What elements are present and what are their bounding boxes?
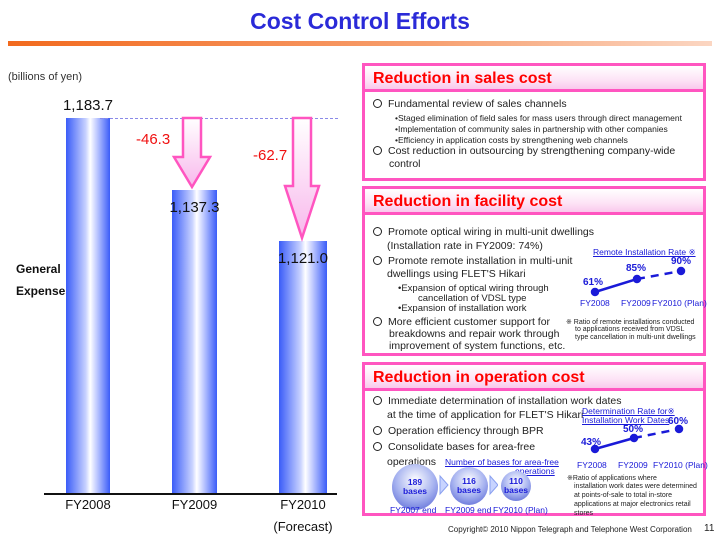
bases-year-label: FY2010 (Plan) — [493, 505, 548, 515]
operation-item: Operation efficiency through BPR — [373, 425, 544, 437]
circle-bullet-icon — [373, 99, 382, 108]
year-label: FY2009 — [621, 298, 651, 308]
sales-item: Cost reduction in outsourcing by strengt… — [373, 145, 675, 157]
footnote: type cancellation in multi-unit dwelling… — [575, 334, 696, 341]
rate-label: 60% — [668, 416, 689, 427]
bases-circle: 110 bases — [501, 471, 531, 501]
x-tick-label: FY2010 — [280, 497, 326, 512]
year-label: FY2009 — [618, 460, 648, 470]
bases-circle: 189 bases — [392, 464, 438, 510]
facility-item: Promote remote installation in multi-uni… — [373, 255, 572, 267]
determination-rate-title: Installation Work Dates — [582, 415, 670, 425]
footnote: at points-of-sale to total in-store — [574, 492, 673, 499]
facility-subitem: •Expansion of optical wiring through — [398, 283, 549, 294]
footnote: installation work dates were determined — [574, 483, 697, 490]
bases-year-label: FY2007 end — [390, 505, 437, 515]
sales-subitem: •Efficiency in application costs by stre… — [395, 135, 628, 145]
year-label: FY2010 (Plan) — [653, 460, 708, 470]
facility-item-cont: (Installation rate in FY2009: 74%) — [387, 240, 543, 252]
footnote: ※ Ratio of remote installations conducte… — [566, 319, 695, 326]
x-axis — [44, 493, 337, 495]
sales-subitem: •Staged elimination of field sales for m… — [395, 113, 682, 123]
determination-rate-title: Determination Rate for※ — [582, 406, 675, 416]
bar-FY2009 — [172, 190, 217, 494]
year-label: FY2008 — [580, 298, 610, 308]
facility-subitem: •Expansion of installation work — [398, 303, 527, 314]
bar-value-label: 1,121.0 — [277, 250, 329, 267]
title-rule — [8, 41, 712, 46]
x-tick-label: FY2009 — [171, 497, 218, 512]
bases-title: Number of bases for area-free — [445, 457, 559, 467]
expenses-label: Expenses — [16, 284, 73, 298]
circle-bullet-icon — [373, 426, 382, 435]
footnote: applications at major electronics retail — [574, 501, 691, 508]
footnote: ※Ratio of applications where — [567, 475, 657, 482]
year-label: FY2010 (Plan) — [652, 298, 707, 308]
circle-bullet-icon — [373, 317, 382, 326]
operation-item-cont: at the time of application for FLET'S Hi… — [387, 409, 584, 421]
circle-bullet-icon — [373, 227, 382, 236]
bar-value-label: 1,137.3 — [169, 199, 220, 216]
bar-value-label: 1,183.7 — [62, 97, 114, 114]
footnote: to applications received from VDSL — [575, 326, 685, 333]
facility-item-cont: improvement of system functions, etc. — [389, 340, 566, 352]
sales-subitem: •Implementation of community sales in pa… — [395, 124, 668, 134]
facility-item-cont: dwellings using FLET'S Hikari — [387, 268, 526, 280]
year-label: FY2008 — [577, 460, 607, 470]
bases-year-label: FY2009 end — [445, 505, 492, 515]
bar-FY2010 — [279, 241, 327, 494]
copyright: Copyright© 2010 Nippon Telegraph and Tel… — [448, 525, 692, 534]
page-title: Cost Control Efforts — [250, 8, 470, 34]
arrow-down-icon — [171, 116, 213, 190]
sales-item-cont: control — [389, 158, 421, 170]
x-tick-label: FY2008 — [65, 497, 111, 512]
circle-bullet-icon — [373, 256, 382, 265]
facility-panel: Reduction in facility cost Promote optic… — [362, 186, 706, 356]
chevron-right-icon — [439, 474, 498, 496]
facility-subitem: cancellation of VDSL type — [418, 293, 527, 304]
rate-label: 43% — [581, 437, 602, 448]
reference-line — [100, 118, 338, 119]
sales-header: Reduction in sales cost — [365, 66, 703, 92]
bases-title: operations — [515, 466, 555, 476]
reduction-label: -62.7 — [253, 147, 288, 164]
facility-header: Reduction in facility cost — [365, 189, 703, 215]
operation-item: Consolidate bases for area-free — [373, 441, 535, 453]
rate-label: 85% — [626, 263, 647, 274]
bases-circle: 116 bases — [450, 467, 488, 505]
footnote: stores — [574, 510, 594, 517]
general-label: General — [16, 262, 61, 276]
circle-bullet-icon — [373, 442, 382, 451]
facility-item: Promote optical wiring in multi-unit dwe… — [373, 226, 594, 238]
sales-item: Fundamental review of sales channels — [373, 98, 567, 110]
remote-rate-title: Remote Installation Rate ※ — [593, 247, 696, 257]
page-number: 11 — [704, 523, 715, 534]
operation-header: Reduction in operation cost — [365, 365, 703, 391]
unit-label: (billions of yen) — [8, 71, 82, 83]
circle-bullet-icon — [373, 146, 382, 155]
rate-label: 90% — [671, 256, 692, 267]
rate-label: 61% — [583, 277, 604, 288]
reduction-label: -46.3 — [136, 131, 171, 148]
x-tick-sublabel: (Forecast) — [273, 519, 333, 534]
sales-panel: Reduction in sales cost Fundamental revi… — [362, 63, 706, 181]
operation-item: Immediate determination of installation … — [373, 395, 621, 407]
bar-FY2008 — [66, 118, 110, 494]
facility-item: More efficient customer support for — [373, 316, 550, 328]
reduction-arrows — [171, 116, 321, 243]
rate-label: 50% — [623, 424, 644, 435]
circle-bullet-icon — [373, 396, 382, 405]
facility-item-cont: breakdowns and repair work through — [389, 328, 560, 340]
arrow-down-icon — [283, 116, 321, 243]
